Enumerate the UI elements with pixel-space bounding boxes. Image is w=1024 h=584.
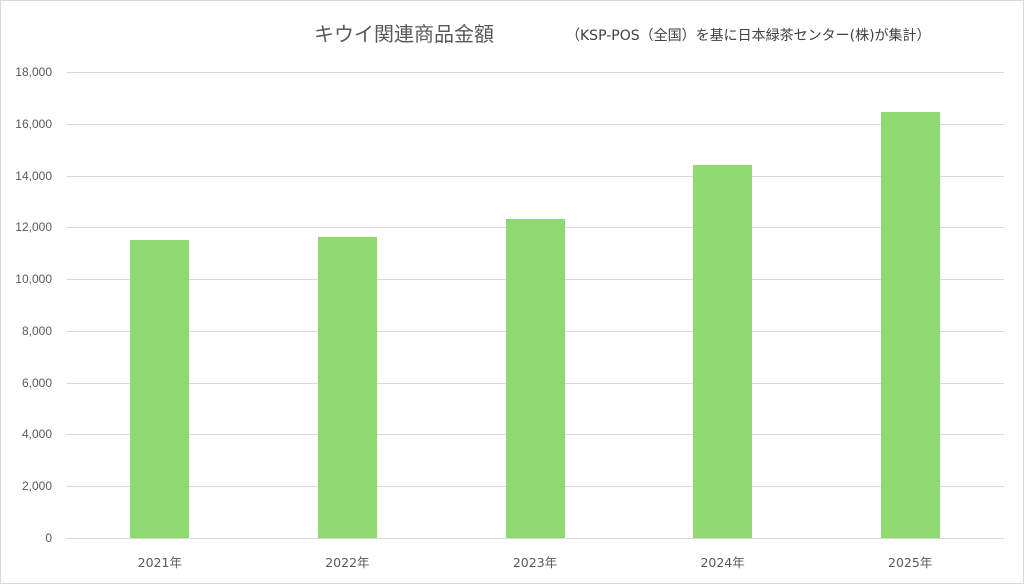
y-tick-label: 4,000 <box>21 427 52 442</box>
y-tick-label: 2,000 <box>21 479 52 494</box>
x-tick-label: 2021年 <box>137 555 182 570</box>
x-tick-label: 2024年 <box>700 555 745 570</box>
gridline <box>66 123 1004 125</box>
y-tick-label: 16,000 <box>15 116 52 131</box>
y-tick-label: 0 <box>45 531 52 545</box>
bar <box>505 219 565 538</box>
x-tick-label: 2022年 <box>325 555 370 570</box>
y-tick-label: 8,000 <box>21 323 52 338</box>
gridline <box>66 538 1004 539</box>
chart-title: キウイ関連商品金額 <box>314 22 494 46</box>
x-tick-label: 2023年 <box>512 555 558 570</box>
bar <box>880 112 940 538</box>
plot-area: 0 2,000 4,000 6,000 8,000 10,000 12,000 14,000 1… <box>15 65 1004 545</box>
x-tick-label: 2025年 <box>888 555 933 570</box>
y-tick-label: 10,000 <box>15 272 52 287</box>
gridline <box>66 72 1004 73</box>
y-tick-label: 6,000 <box>21 375 52 390</box>
bar <box>130 240 190 538</box>
y-tick-label: 14,000 <box>15 168 52 183</box>
y-tick-label: 12,000 <box>15 220 52 235</box>
bar <box>317 237 377 538</box>
y-tick-label: 18,000 <box>15 65 52 79</box>
gridline <box>66 175 1004 177</box>
bar <box>693 165 753 538</box>
chart-subtitle: （KSP-POS（全国）を基に日本緑茶センター(株)が集計） <box>566 28 931 44</box>
